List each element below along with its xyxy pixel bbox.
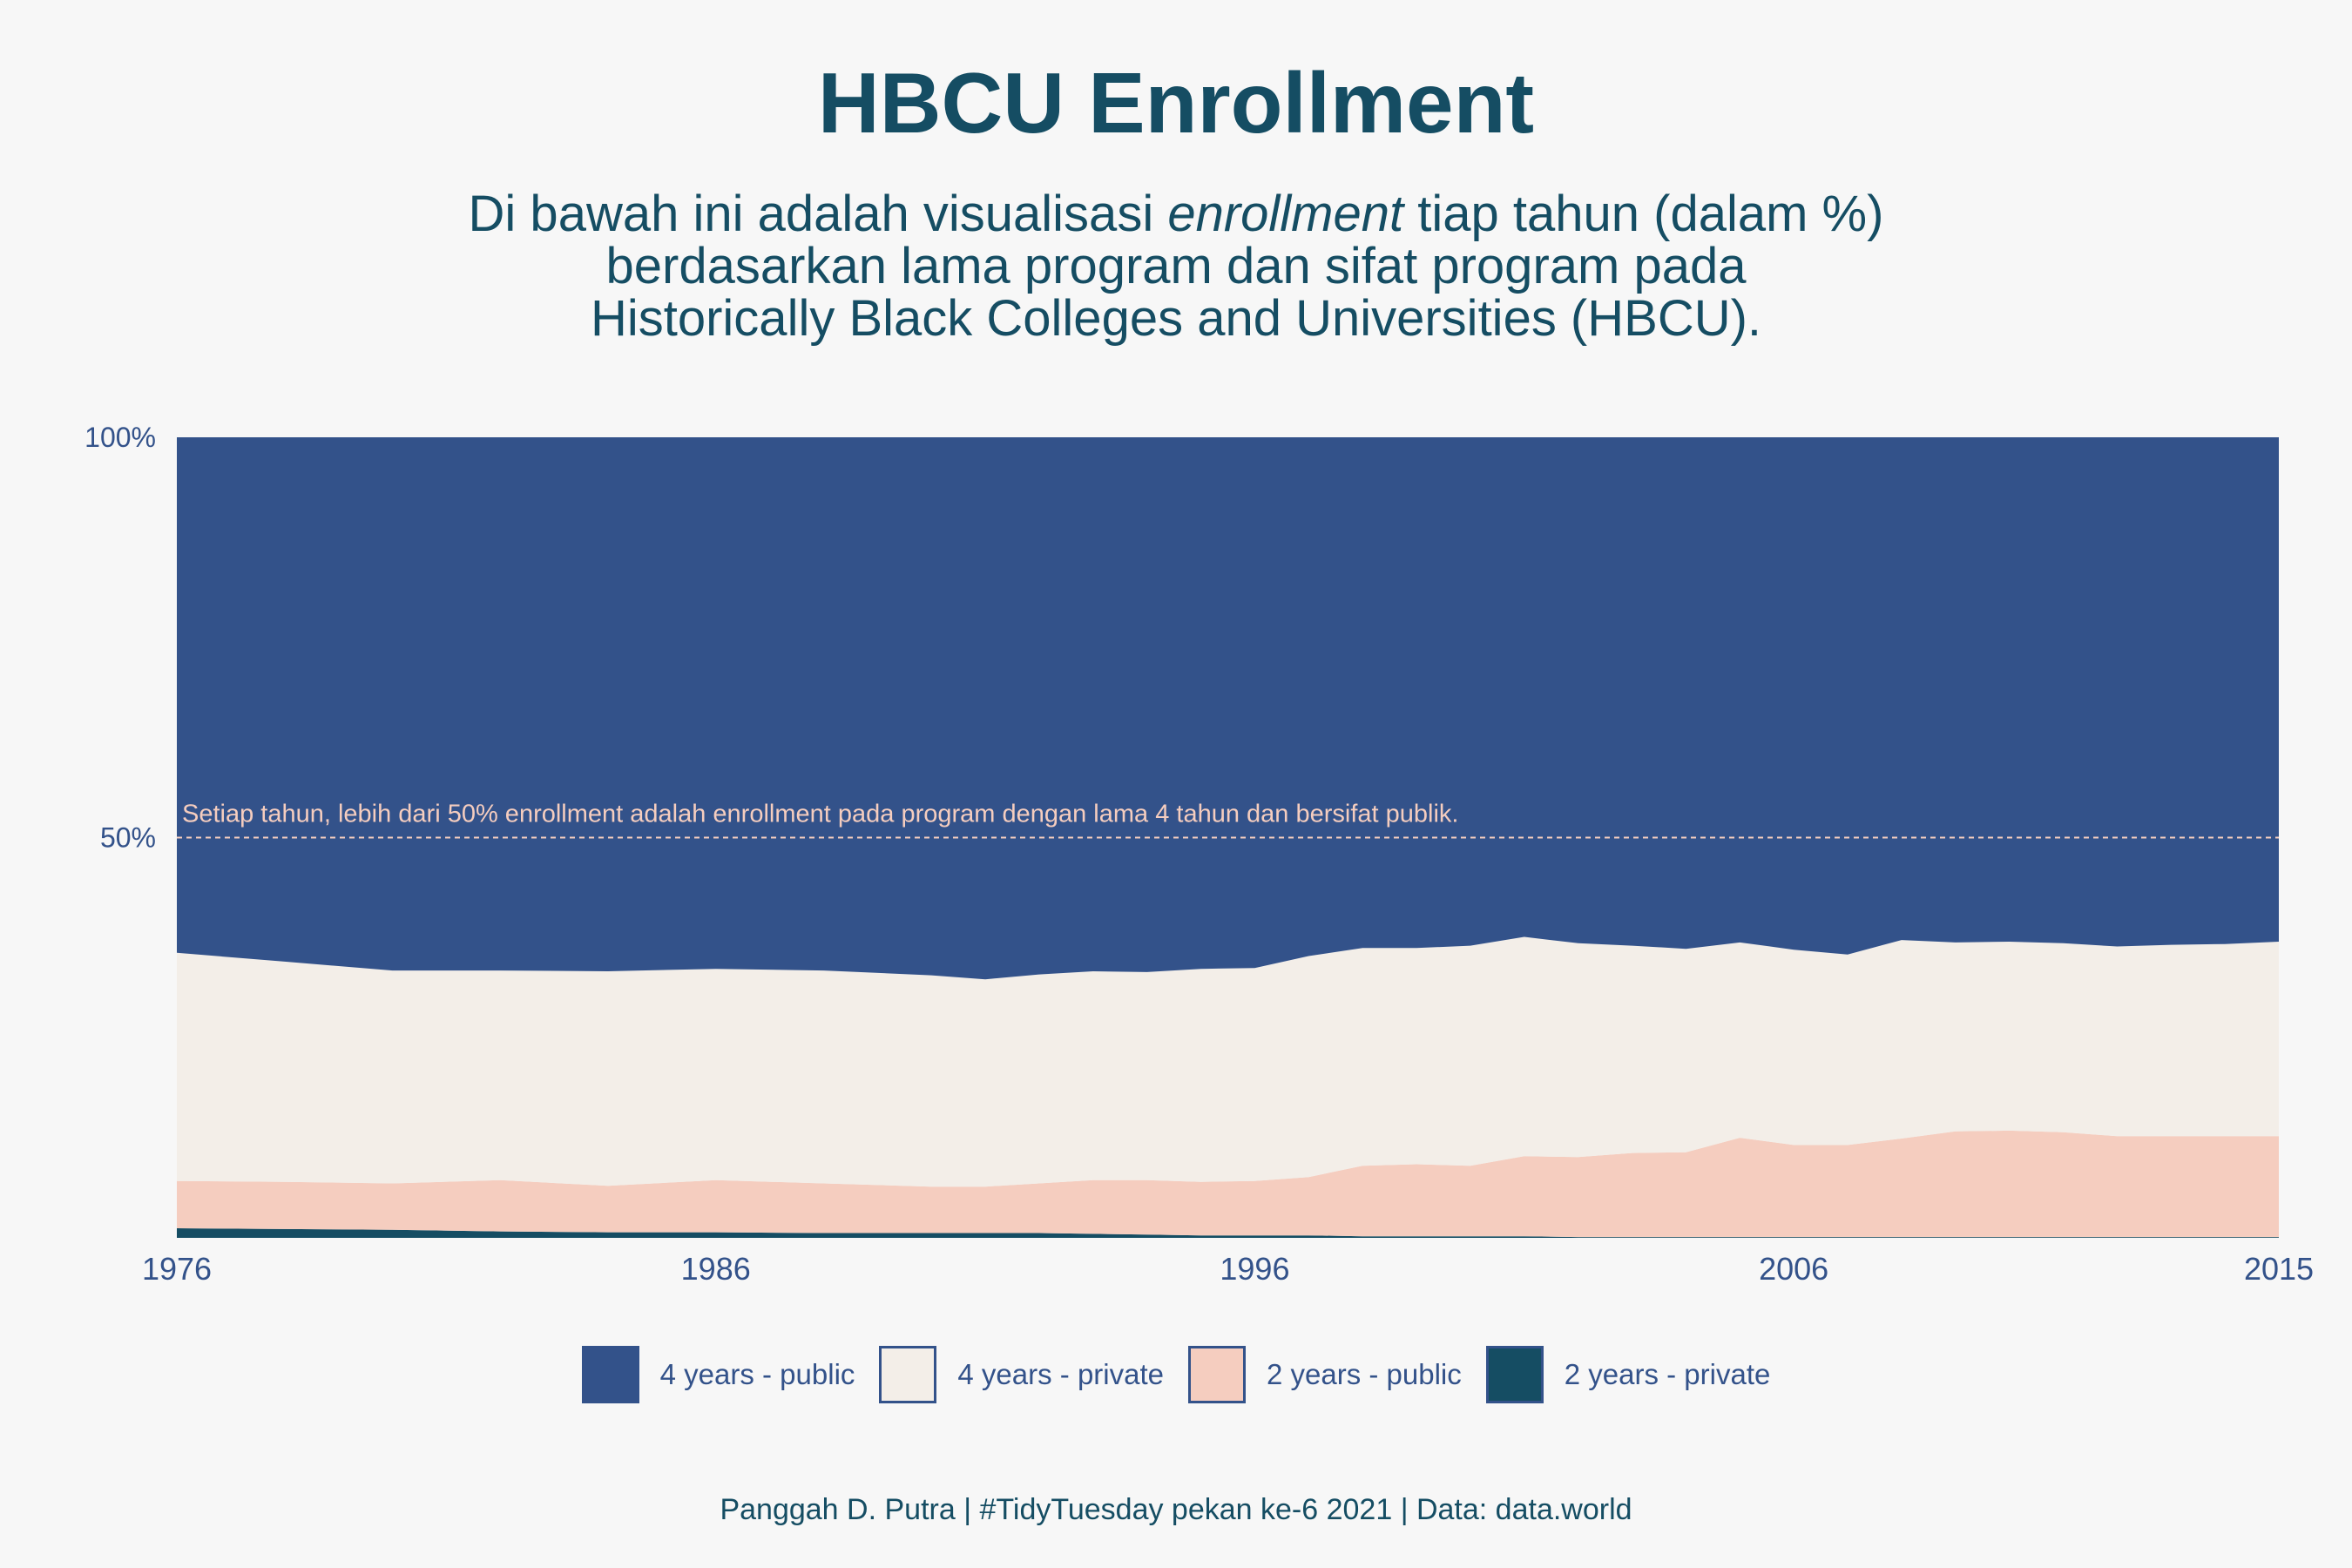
- x-tick-label: 1996: [1220, 1251, 1289, 1287]
- annotation-text: Setiap tahun, lebih dari 50% enrollment …: [182, 801, 1458, 828]
- subtitle-line-1: Di bawah ini adalah visualisasi enrollme…: [468, 186, 1884, 242]
- legend-swatch: [1188, 1346, 1246, 1403]
- subtitle-line-3: Historically Black Colleges and Universi…: [590, 290, 1762, 347]
- x-tick-label: 1986: [681, 1251, 751, 1287]
- area-two-private: [177, 1228, 2279, 1238]
- y-tick-label: 50%: [100, 822, 156, 854]
- legend-label: 4 years - public: [659, 1358, 855, 1390]
- legend-label: 2 years - private: [1564, 1358, 1771, 1390]
- area-two-public: [177, 1130, 2279, 1238]
- x-tick-label: 2006: [1759, 1251, 1828, 1287]
- legend-item-two-private: 2 years - private: [1485, 1346, 1771, 1403]
- legend-swatch: [1485, 1346, 1544, 1403]
- area-layers: [177, 437, 2279, 1238]
- chart-title: HBCU Enrollment: [817, 55, 1535, 151]
- area-four-public: [177, 437, 2279, 980]
- x-axis: 1976 1986 1996 2006 2015: [142, 1251, 2314, 1287]
- chart-subtitle: Di bawah ini adalah visualisasi enrollme…: [0, 188, 2352, 345]
- legend-item-four-public: 4 years - public: [581, 1346, 855, 1403]
- legend-swatch: [581, 1346, 639, 1403]
- legend-label: 2 years - public: [1267, 1358, 1462, 1390]
- area-four-private: [177, 936, 2279, 1187]
- legend-item-two-public: 2 years - public: [1188, 1346, 1462, 1403]
- legend: 4 years - public 4 years - private 2 years…: [0, 1346, 2352, 1403]
- subtitle-line-2: berdasarkan lama program dan sifat progr…: [605, 238, 1747, 294]
- y-tick-label: 100%: [84, 422, 156, 453]
- x-tick-label: 2015: [2244, 1251, 2314, 1287]
- legend-item-four-private: 4 years - private: [879, 1346, 1164, 1403]
- subtitle-emphasis: enrollment: [1167, 186, 1404, 242]
- x-tick-label: 1976: [142, 1251, 212, 1287]
- legend-label: 4 years - private: [957, 1358, 1164, 1390]
- caption: Panggah D. Putra | #TidyTuesday pekan ke…: [720, 1493, 1632, 1526]
- y-axis: 50% 100%: [84, 422, 156, 854]
- legend-swatch: [879, 1346, 937, 1403]
